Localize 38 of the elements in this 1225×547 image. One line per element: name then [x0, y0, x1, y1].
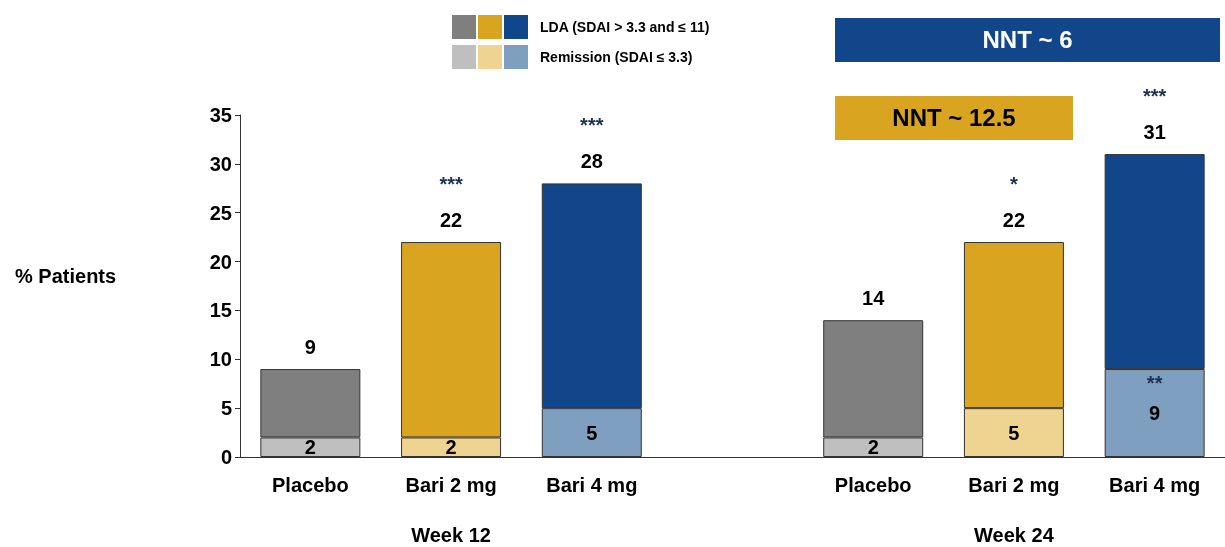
data-label: 2	[445, 436, 457, 459]
legend-label: LDA (SDAI > 3.3 and ≤ 11)	[540, 19, 710, 35]
y-tick-label: 10	[209, 348, 232, 371]
x-tick-label: Bari 4 mg	[1109, 474, 1201, 496]
annotation: ***	[439, 173, 463, 196]
total-label: 31	[1143, 121, 1166, 144]
text-box: NNT ~ 12.5	[835, 96, 1073, 140]
total-label: 9	[304, 336, 316, 359]
y-tick-label: 15	[209, 299, 232, 322]
data-label: 2	[867, 436, 879, 459]
legend-label: Remission (SDAI ≤ 3.3)	[540, 49, 693, 65]
data-label: 9	[1149, 402, 1161, 425]
x-tick-label: Placebo	[834, 474, 912, 496]
y-tick-label: 5	[220, 397, 232, 420]
text: Week 24	[974, 524, 1055, 546]
x-tick-label: Bari 2 mg	[405, 474, 497, 496]
text-box: NNT ~ 6	[835, 18, 1220, 62]
annotation: **	[1146, 372, 1163, 395]
y-tick-label: 20	[209, 250, 232, 273]
y-tick-label: 30	[209, 152, 232, 175]
total-label: 28	[580, 150, 603, 173]
total-label: 14	[862, 287, 886, 310]
data-label: 5	[1008, 421, 1020, 444]
x-tick-label: Bari 4 mg	[546, 474, 638, 496]
annotation: ***	[580, 114, 604, 137]
x-tick-label: Bari 2 mg	[968, 474, 1060, 496]
text: Week 12	[411, 524, 491, 546]
x-tick-label: Placebo	[272, 474, 349, 496]
annotation: *	[1010, 173, 1019, 196]
total-label: 22	[1002, 209, 1026, 232]
y-tick-label: 25	[209, 201, 232, 224]
text: ***	[1142, 85, 1167, 108]
total-label: 22	[439, 209, 463, 232]
y-tick-label: 35	[209, 104, 232, 126]
y-axis-title: % Patients	[15, 265, 117, 287]
y-tick-label: 0	[220, 446, 232, 468]
data-label: 5	[586, 421, 598, 444]
data-label: 2	[304, 436, 316, 459]
